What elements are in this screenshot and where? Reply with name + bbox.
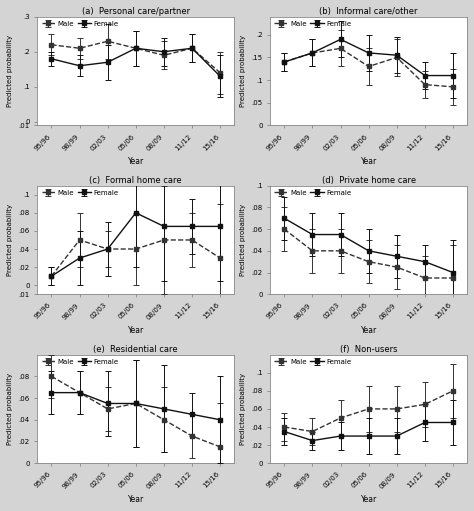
Y-axis label: Predicted probability: Predicted probability [240, 204, 246, 276]
Legend: Male, Female: Male, Female [273, 20, 352, 28]
Legend: Male, Female: Male, Female [273, 358, 352, 365]
Title: (b)  Informal care/other: (b) Informal care/other [319, 7, 418, 16]
Title: (d)  Private home care: (d) Private home care [321, 176, 416, 185]
X-axis label: Year: Year [128, 326, 144, 335]
X-axis label: Year: Year [128, 495, 144, 504]
X-axis label: Year: Year [361, 157, 377, 166]
Legend: Male, Female: Male, Female [273, 189, 352, 197]
Y-axis label: Predicted probability: Predicted probability [240, 373, 246, 445]
Y-axis label: Predicted probability: Predicted probability [7, 35, 13, 107]
Y-axis label: Predicted probability: Predicted probability [7, 204, 13, 276]
Title: (f)  Non-users: (f) Non-users [340, 345, 397, 354]
Title: (c)  Formal home care: (c) Formal home care [90, 176, 182, 185]
Legend: Male, Female: Male, Female [41, 20, 119, 28]
X-axis label: Year: Year [361, 495, 377, 504]
X-axis label: Year: Year [361, 326, 377, 335]
Title: (a)  Personal care/partner: (a) Personal care/partner [82, 7, 190, 16]
Y-axis label: Predicted probability: Predicted probability [7, 373, 13, 445]
Y-axis label: Predicted probability: Predicted probability [240, 35, 246, 107]
Legend: Male, Female: Male, Female [41, 358, 119, 365]
Title: (e)  Residential care: (e) Residential care [93, 345, 178, 354]
Legend: Male, Female: Male, Female [41, 189, 119, 197]
X-axis label: Year: Year [128, 157, 144, 166]
